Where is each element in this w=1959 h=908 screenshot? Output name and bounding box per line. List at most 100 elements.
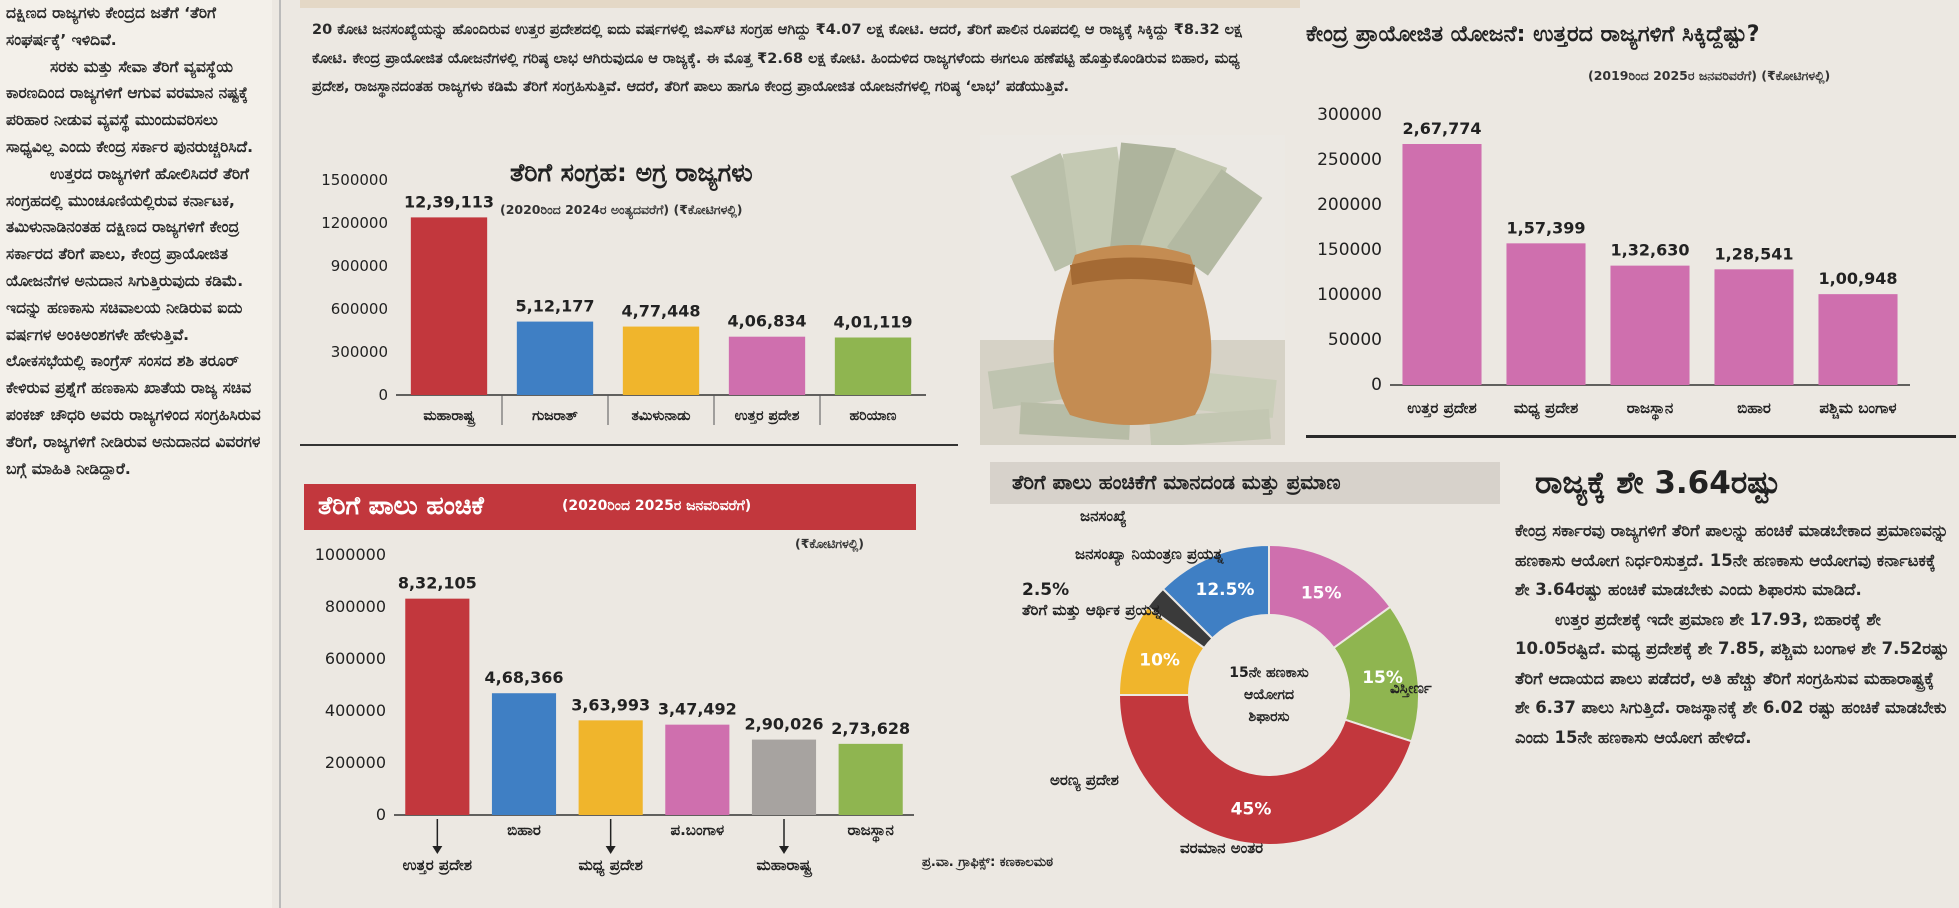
scattered-notes	[980, 340, 1285, 445]
right-story-body: ಕೇಂದ್ರ ಸರ್ಕಾರವು ರಾಜ್ಯಗಳಿಗೆ ತೆರಿಗೆ ಪಾಲನ್ನ…	[1515, 516, 1951, 752]
bar	[834, 337, 912, 395]
category-label: ತಮಿಳುನಾಡು	[632, 408, 692, 424]
tax-share-subtitle: (2020ರಿಂದ 2025ರ ಜನವರಿವರೆಗೆ)	[562, 498, 752, 514]
bar-value-label: 4,01,119	[834, 313, 913, 332]
y-tick-label: 1000000	[315, 545, 386, 564]
y-tick-label: 250000	[1317, 150, 1382, 170]
bar	[405, 598, 470, 815]
category-label: ಮಧ್ಯ ಪ್ರದೇಶ	[578, 856, 642, 877]
y-tick-label: 100000	[1317, 285, 1382, 305]
category-label: ರಾಜಸ್ಥಾನ	[847, 821, 893, 842]
category-label: ಪಶ್ಚಿಮ ಬಂಗಾಳ	[1819, 399, 1896, 420]
left-paragraph-2: ಸರಕು ಮತ್ತು ಸೇವಾ ತೆರಿಗೆ ವ್ಯವಸ್ಥೆಯ ಕಾರಣದಿಂ…	[6, 57, 254, 156]
central-schemes-subtitle: (2019ರಿಂದ 2025ರ ಜನವರಿವರೆಗೆ) (₹ಕೋಟಿಗಳಲ್ಲಿ…	[1588, 68, 1831, 83]
category-pointer-arrow	[432, 846, 443, 854]
bar	[578, 720, 643, 815]
donut-slice	[1161, 543, 1270, 640]
bar-value-label: 2,90,026	[745, 715, 824, 734]
right-story-paragraph-1: ಕೇಂದ್ರ ಸರ್ಕಾರವು ರಾಜ್ಯಗಳಿಗೆ ತೆರಿಗೆ ಪಾಲನ್ನ…	[1515, 521, 1949, 599]
bar	[1402, 144, 1482, 385]
donut-center-label: ಆಯೋಗದ	[1244, 687, 1294, 703]
bar	[1818, 294, 1898, 385]
bar	[1714, 269, 1794, 385]
bar-value-label: 4,06,834	[728, 312, 807, 331]
slice-percent-label: 2.5%	[1022, 580, 1069, 600]
left-paragraph-3: ಉತ್ತರದ ರಾಜ್ಯಗಳಿಗೆ ಹೋಲಿಸಿದರೆ ತೆರಿಗೆ ಸಂಗ್ರ…	[6, 164, 261, 478]
category-label: ಮಹಾರಾಷ್ಟ್ರ	[423, 408, 475, 427]
category-pointer-arrow	[605, 846, 616, 854]
category-label: ಉತ್ತರ ಪ್ರದೇಶ	[403, 856, 472, 875]
criteria-title: ತೆರಿಗೆ ಪಾಲು ಹಂಚಿಕೆಗೆ ಮಾನದಂಡ ಮತ್ತು ಪ್ರಮಾಣ	[1012, 470, 1341, 494]
tax-share-title: ತೆರಿಗೆ ಪಾಲು ಹಂಚಿಕೆ	[318, 491, 484, 520]
y-tick-label: 1200000	[321, 214, 388, 232]
right-story-paragraph-2: ಉತ್ತರ ಪ್ರದೇಶಕ್ಕೆ ಇದೇ ಪ್ರಮಾಣ ಶೇ 17.93, ಬಿ…	[1515, 609, 1949, 747]
bar	[1506, 243, 1586, 385]
slice-category-label: ತೆರಿಗೆ ಮತ್ತು ಆರ್ಥಿಕ ಪ್ರಯತ್ನ	[1022, 601, 1163, 621]
bar-value-label: 1,32,630	[1611, 241, 1690, 260]
slice-category-label: ಅರಣ್ಯ ಪ್ರದೇಶ	[1050, 771, 1119, 792]
bar-value-label: 5,12,177	[516, 297, 595, 316]
note-bundle	[1010, 142, 1263, 276]
slice-percent-label: 15%	[1301, 584, 1342, 604]
category-label: ಗುಜರಾತ್	[532, 408, 578, 424]
slice-category-label: ವಿಸ್ತೀರ್ಣ	[1390, 679, 1432, 698]
slice-category-label: ಜನಸಂಖ್ಯಾ ನಿಯಂತ್ರಣ ಪ್ರಯತ್ನ	[1075, 545, 1225, 567]
bar-value-label: 2,73,628	[831, 719, 910, 738]
graphics-credit: ಪ್ರ.ವಾ. ಗ್ರಾಫಿಕ್ಸ್: ಕಣಕಾಲಮಠ	[922, 855, 1053, 870]
y-tick-label: 200000	[1317, 195, 1382, 215]
slice-category-label: ವರಮಾನ ಅಂತರ	[1180, 839, 1263, 857]
bar-value-label: 8,32,105	[398, 574, 477, 593]
tax-share-unit: (₹ಕೋಟಿಗಳಲ್ಲಿ)	[795, 536, 864, 551]
y-tick-label: 600000	[331, 300, 388, 318]
bar	[751, 739, 817, 815]
bar-value-label: 3,47,492	[658, 700, 737, 719]
bar-value-label: 3,63,993	[571, 695, 650, 714]
bar-value-label: 4,68,366	[485, 668, 564, 687]
left-paragraph-1: ದಕ್ಷಿಣದ ರಾಜ್ಯಗಳು ಕೇಂದ್ರದ ಜತೆಗೆ ‘ತೆರಿಗೆ ಸ…	[6, 4, 217, 49]
bar	[838, 743, 903, 815]
criteria-banner: ತೆರಿಗೆ ಪಾಲು ಹಂಚಿಕೆಗೆ ಮಾನದಂಡ ಮತ್ತು ಪ್ರಮಾಣ	[990, 462, 1500, 504]
donut-slice	[1117, 694, 1413, 846]
money-bag	[1053, 245, 1212, 425]
category-label: ಮಧ್ಯ ಪ್ರದೇಶ	[1514, 399, 1578, 420]
slice-percent-label: 45%	[1231, 800, 1272, 820]
right-story-title: ರಾಜ್ಯಕ್ಕೆ ಶೇ 3.64ರಷ್ಟು	[1535, 465, 1781, 501]
category-label: ಪ.ಬಂಗಾಳ	[670, 821, 724, 839]
y-tick-label: 600000	[325, 649, 386, 668]
intro-paragraph: 20 ಕೋಟಿ ಜನಸಂಖ್ಯೆಯನ್ನು ಹೊಂದಿರುವ ಉತ್ತರ ಪ್ರ…	[312, 22, 1242, 95]
y-tick-label: 0	[378, 386, 388, 404]
section-divider	[300, 444, 958, 446]
category-label: ರಾಜಸ್ಥಾನ	[1627, 399, 1673, 420]
bar-value-label: 1,57,399	[1507, 218, 1586, 237]
donut-center-label: 15ನೇ ಹಣಕಾಸು	[1229, 665, 1309, 681]
y-tick-label: 150000	[1317, 240, 1382, 260]
top-strip	[300, 0, 1300, 8]
left-article-column: ದಕ್ಷಿಣದ ರಾಜ್ಯಗಳು ಕೇಂದ್ರದ ಜತೆಗೆ ‘ತೆರಿಗೆ ಸ…	[0, 0, 272, 908]
bar-value-label: 2,67,774	[1403, 119, 1482, 138]
tax-collection-title: ತೆರಿಗೆ ಸಂಗ್ರಹ: ಅಗ್ರ ರಾಜ್ಯಗಳು	[510, 158, 753, 187]
y-tick-label: 0	[376, 805, 386, 824]
y-tick-label: 1500000	[321, 171, 388, 189]
category-label: ಹರಿಯಾಣ	[850, 408, 897, 424]
bar	[622, 326, 700, 395]
category-label: ಉತ್ತರ ಪ್ರದೇಶ	[735, 408, 800, 425]
category-label: ಮಹಾರಾಷ್ಟ್ರ	[757, 856, 813, 878]
y-tick-label: 300000	[331, 343, 388, 361]
tax-collection-chart: 0 300000 600000 900000 1200000 1500000 12,39,1…	[321, 171, 926, 427]
category-label: ಬಿಹಾರ	[507, 821, 541, 839]
bar	[491, 693, 557, 815]
donut-center-label: ಶಿಫಾರಸು	[1249, 709, 1290, 725]
y-tick-label: 800000	[325, 597, 386, 616]
tax-collection-subtitle: (2020ರಿಂದ 2024ರ ಅಂತ್ಯದವರೆಗೆ) (₹ಕೋಟಿಗಳಲ್ಲ…	[500, 202, 743, 217]
section-divider-right	[1306, 435, 1956, 438]
y-tick-label: 900000	[331, 257, 388, 275]
slice-percent-label: 10%	[1139, 650, 1180, 670]
bar	[665, 724, 730, 815]
bar-value-label: 1,00,948	[1819, 269, 1898, 288]
y-tick-label: 50000	[1328, 330, 1382, 350]
central-schemes-chart: 0 50000 100000 150000 200000 250000 300000 2,67…	[1317, 105, 1910, 420]
column-divider	[279, 0, 281, 908]
bar-value-label: 12,39,113	[404, 192, 494, 211]
bar	[1610, 265, 1690, 385]
bar	[410, 217, 488, 395]
